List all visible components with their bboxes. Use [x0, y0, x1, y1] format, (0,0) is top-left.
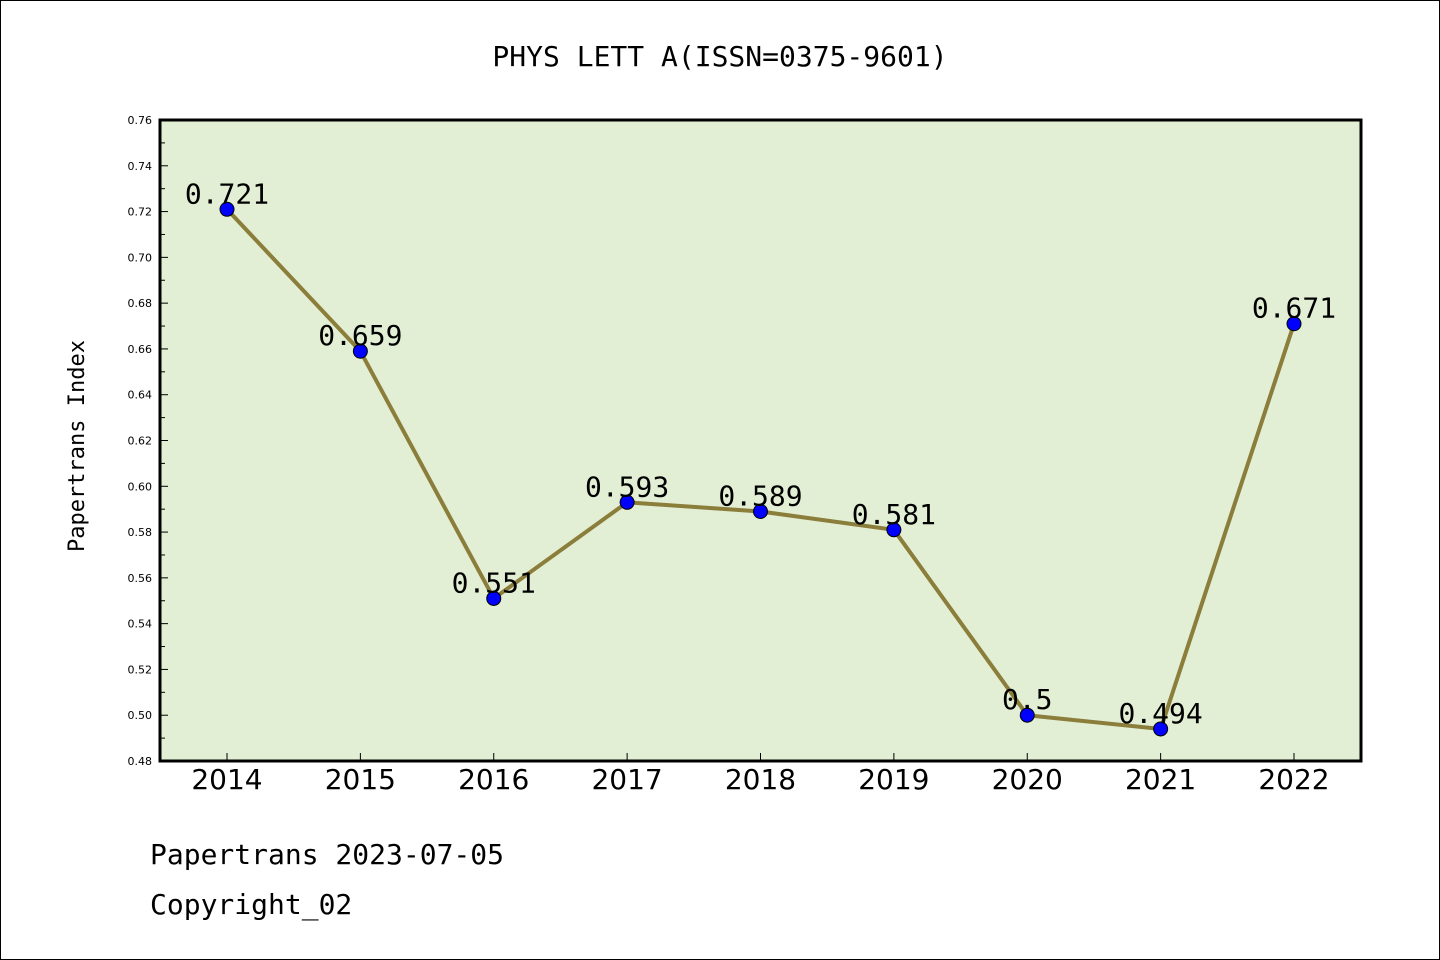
- y-tick-label: 0.54: [128, 618, 153, 631]
- y-tick-label: 0.72: [128, 206, 153, 219]
- data-label: 0.5: [1002, 683, 1053, 716]
- data-label: 0.581: [852, 498, 936, 531]
- data-label: 0.721: [185, 177, 269, 210]
- y-axis: 0.48 0.50 0.52 0.54 0.56 0.58 0.60 0.62 0.64 0.66…: [128, 114, 168, 768]
- y-tick-label: 0.62: [128, 435, 153, 448]
- x-axis: 2014 2015 2016 2017 2018 2019 2020 2021 2022: [191, 753, 1330, 796]
- x-tick-label: 2022: [1258, 763, 1329, 796]
- y-tick-label: 0.64: [128, 389, 153, 402]
- x-tick-label: 2016: [458, 763, 529, 796]
- data-label: 0.494: [1118, 697, 1202, 730]
- data-point: [753, 503, 768, 519]
- y-tick-label: 0.50: [128, 709, 153, 722]
- data-point: [886, 522, 902, 538]
- x-tick-label: 2020: [992, 763, 1063, 796]
- x-tick-label: 2017: [591, 763, 662, 796]
- data-point: [486, 590, 502, 606]
- data-point: [1153, 721, 1169, 737]
- y-axis-label: Papertrans Index: [65, 340, 90, 552]
- data-point: [1019, 707, 1035, 723]
- data-label: 0.671: [1252, 292, 1336, 325]
- x-tick-label: 2021: [1125, 763, 1196, 796]
- plot-border: [158, 118, 1363, 763]
- y-tick-label: 0.74: [128, 160, 153, 173]
- chart-title: PHYS LETT A(ISSN=0375-9601): [492, 40, 947, 73]
- y-tick-label: 0.52: [128, 663, 153, 676]
- data-label: 0.551: [452, 566, 536, 599]
- data-label: 0.593: [585, 470, 669, 503]
- x-tick-label: 2015: [325, 763, 396, 796]
- y-tick-label: 0.68: [128, 297, 153, 310]
- y-tick-label: 0.60: [128, 480, 153, 493]
- x-tick-label: 2014: [191, 763, 262, 796]
- data-point: [352, 343, 368, 359]
- series-markers: [219, 201, 1302, 737]
- data-point: [1286, 316, 1302, 332]
- data-label: 0.659: [318, 319, 402, 352]
- y-tick-label: 0.70: [128, 251, 153, 264]
- y-tick-label: 0.76: [128, 114, 153, 127]
- data-labels: 0.721 0.659 0.551 0.593 0.589 0.581 0.5 0.494 0.…: [185, 177, 1336, 730]
- footer-date: Papertrans 2023-07-05: [150, 838, 504, 871]
- data-point: [219, 201, 235, 217]
- y-tick-label: 0.66: [128, 343, 153, 356]
- footer-copyright: Copyright_02: [150, 888, 352, 922]
- data-point: [619, 494, 635, 510]
- plot-area: [160, 120, 1361, 761]
- y-tick-label: 0.58: [128, 526, 153, 539]
- y-tick-label: 0.56: [128, 572, 153, 585]
- x-tick-label: 2019: [858, 763, 929, 796]
- x-tick-label: 2018: [725, 763, 796, 796]
- y-tick-label: 0.48: [128, 755, 153, 768]
- data-label: 0.589: [718, 479, 802, 512]
